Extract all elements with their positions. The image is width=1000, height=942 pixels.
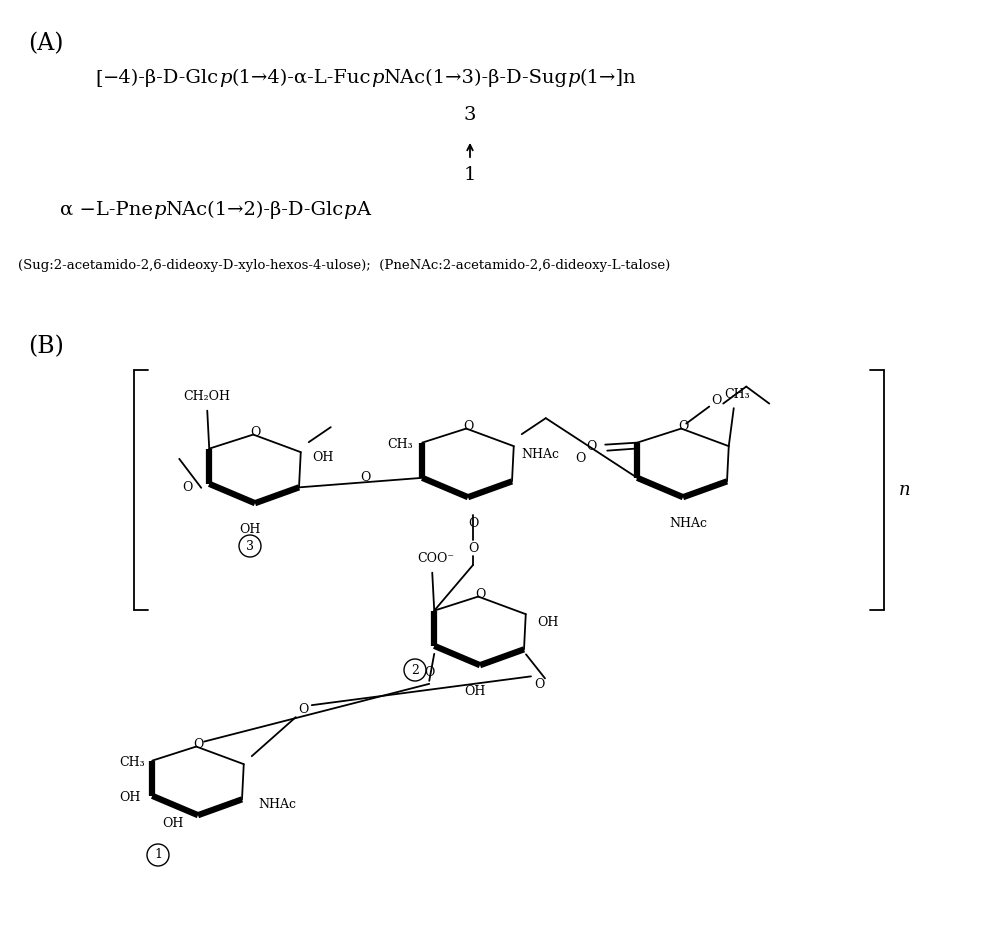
Text: OH: OH [312, 450, 333, 463]
Text: (B): (B) [28, 335, 64, 358]
Text: NHAc: NHAc [522, 447, 560, 461]
Text: O: O [299, 703, 309, 716]
Text: O: O [575, 452, 586, 465]
Text: OH: OH [162, 817, 184, 830]
Text: O: O [193, 739, 203, 751]
Text: O: O [250, 426, 260, 439]
Text: p: p [219, 69, 231, 87]
Text: p: p [344, 201, 356, 219]
Text: −4)-β-D-Glc: −4)-β-D-Glc [103, 69, 219, 87]
Text: 2: 2 [411, 663, 419, 676]
Text: O: O [678, 420, 688, 433]
Text: 3: 3 [464, 106, 476, 124]
Text: NHAc: NHAc [258, 798, 296, 811]
Text: 1: 1 [464, 166, 476, 184]
Text: α −L-Pne: α −L-Pne [60, 201, 153, 219]
Text: p: p [371, 69, 383, 87]
Text: 1: 1 [154, 849, 162, 862]
Text: (1→4)-α-L-Fuc: (1→4)-α-L-Fuc [231, 69, 371, 87]
Text: (A): (A) [28, 32, 64, 55]
Text: O: O [468, 542, 478, 555]
Text: p: p [153, 201, 165, 219]
Text: O: O [711, 394, 721, 407]
Text: p: p [567, 69, 580, 87]
Text: COO⁻: COO⁻ [418, 552, 455, 565]
Text: CH₃: CH₃ [119, 756, 145, 769]
Text: n: n [899, 481, 911, 499]
Text: O: O [463, 420, 473, 433]
Text: NAc(1→2)-β-D-Glc: NAc(1→2)-β-D-Glc [165, 201, 344, 219]
Text: OH: OH [464, 685, 486, 698]
Text: NAc(1→3)-β-D-Sug: NAc(1→3)-β-D-Sug [383, 69, 567, 87]
Text: 3: 3 [246, 540, 254, 553]
Text: OH: OH [239, 523, 261, 536]
Text: O: O [475, 588, 485, 601]
Text: O: O [424, 666, 434, 679]
Text: OH: OH [537, 616, 558, 628]
Text: O: O [468, 517, 478, 530]
Text: OH: OH [120, 791, 141, 804]
Text: O: O [182, 481, 192, 495]
Text: O: O [360, 471, 371, 484]
Text: (Sug:2-acetamido-2,6-dideoxy-D-xylo-hexos-4-ulose);  (PneNAc:2-acetamido-2,6-did: (Sug:2-acetamido-2,6-dideoxy-D-xylo-hexo… [18, 258, 670, 271]
Text: O: O [534, 678, 544, 690]
Text: NHAc: NHAc [669, 517, 707, 530]
Text: CH₃: CH₃ [724, 388, 750, 400]
Text: CH₂OH: CH₂OH [184, 390, 231, 403]
Text: (1→]n: (1→]n [580, 69, 636, 87]
Text: O: O [586, 440, 596, 453]
Text: [: [ [95, 69, 103, 87]
Text: A: A [356, 201, 370, 219]
Text: CH₃: CH₃ [387, 438, 413, 451]
